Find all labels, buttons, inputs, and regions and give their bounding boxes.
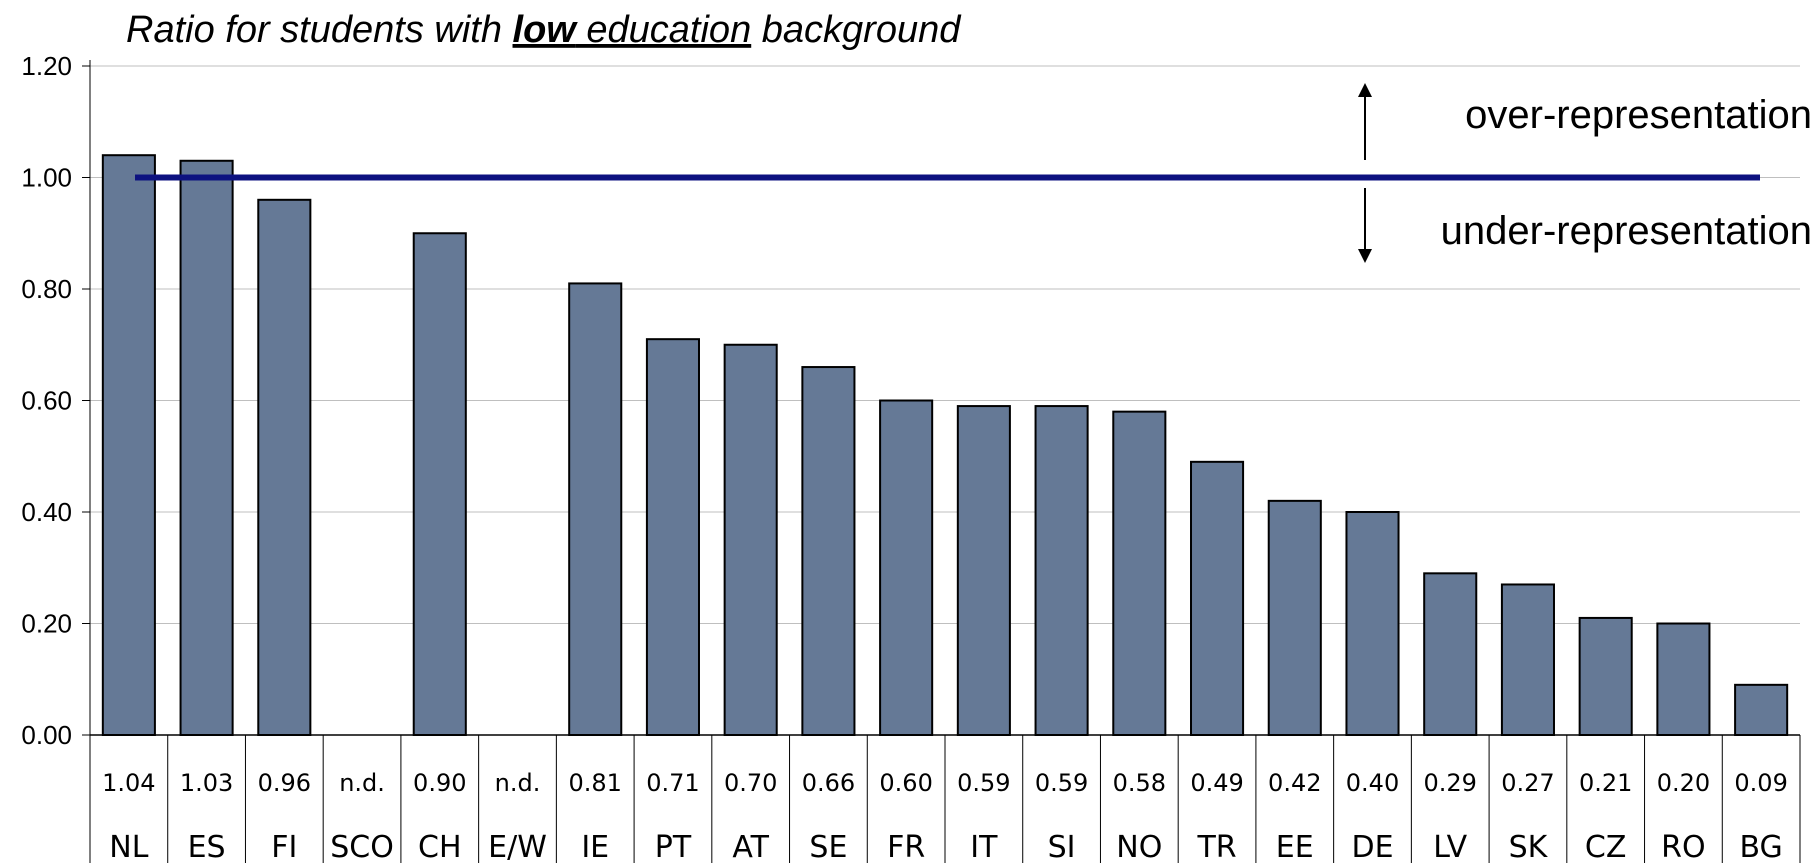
data-label: n.d. bbox=[495, 769, 541, 797]
bar bbox=[1034, 405, 1089, 736]
data-label: 0.21 bbox=[1579, 769, 1632, 797]
data-label: 0.20 bbox=[1657, 769, 1710, 797]
y-tick-label: 0.40 bbox=[21, 497, 72, 527]
bar bbox=[1734, 683, 1789, 737]
annotations: over-representation under-representation bbox=[1358, 83, 1812, 263]
bar bbox=[1112, 410, 1167, 736]
data-label: 0.27 bbox=[1501, 769, 1554, 797]
category-label: DE bbox=[1351, 830, 1393, 863]
category-label: NL bbox=[109, 830, 148, 863]
category-label: IE bbox=[581, 830, 609, 863]
bar bbox=[412, 232, 467, 736]
bar bbox=[1190, 460, 1245, 736]
bar bbox=[257, 198, 312, 737]
data-label: n.d. bbox=[339, 769, 385, 797]
bar bbox=[1500, 583, 1555, 736]
category-label: AT bbox=[732, 830, 769, 863]
chart-title: Ratio for students with low education ba… bbox=[126, 9, 962, 51]
bar bbox=[879, 399, 934, 736]
category-label: E/W bbox=[488, 830, 547, 863]
category-label: PT bbox=[655, 830, 692, 863]
y-tick-label: 0.80 bbox=[21, 274, 72, 304]
data-label: 0.49 bbox=[1190, 769, 1243, 797]
bar bbox=[1267, 499, 1322, 736]
bar bbox=[1345, 511, 1400, 736]
category-label: EE bbox=[1276, 830, 1314, 863]
category-label: SE bbox=[809, 830, 847, 863]
category-label: ES bbox=[188, 830, 226, 863]
category-label: SI bbox=[1048, 830, 1076, 863]
category-label: NO bbox=[1116, 830, 1162, 863]
data-label: 0.09 bbox=[1734, 769, 1787, 797]
bar bbox=[1656, 622, 1711, 736]
gridlines bbox=[90, 65, 1800, 624]
bar bbox=[723, 343, 778, 736]
bar bbox=[956, 405, 1011, 736]
y-tick-label: 0.60 bbox=[21, 386, 72, 416]
bar bbox=[568, 282, 623, 736]
up-arrow-icon bbox=[1358, 83, 1372, 97]
data-label: 0.29 bbox=[1424, 769, 1477, 797]
category-label: SK bbox=[1509, 830, 1549, 863]
y-tick-label: 0.20 bbox=[21, 609, 72, 639]
data-table: 1.04 NL 1.03 ES 0.96 FI n.d. SCO 0.90 CH n.d. E/W 0.… bbox=[102, 735, 1801, 863]
data-label: 1.03 bbox=[180, 769, 233, 797]
bar bbox=[645, 338, 700, 736]
data-label: 0.70 bbox=[724, 769, 777, 797]
title-underlined: education bbox=[576, 9, 751, 51]
data-label: 0.66 bbox=[802, 769, 855, 797]
data-label: 0.90 bbox=[413, 769, 466, 797]
category-label: CH bbox=[418, 830, 462, 863]
data-label: 0.58 bbox=[1113, 769, 1166, 797]
category-label: FI bbox=[271, 830, 297, 863]
bar bbox=[101, 154, 156, 736]
category-label: IT bbox=[970, 830, 998, 863]
over-representation-label: over-representation bbox=[1465, 93, 1812, 137]
under-representation-label: under-representation bbox=[1441, 209, 1812, 253]
bar bbox=[801, 366, 856, 736]
category-label: SCO bbox=[330, 830, 394, 863]
data-label: 1.04 bbox=[102, 769, 155, 797]
title-emphasis: low bbox=[513, 9, 579, 51]
data-label: 0.60 bbox=[879, 769, 932, 797]
data-label: 0.59 bbox=[1035, 769, 1088, 797]
category-label: LV bbox=[1433, 830, 1467, 863]
category-label: FR bbox=[887, 830, 925, 863]
category-label: BG bbox=[1739, 830, 1782, 863]
bars bbox=[101, 154, 1789, 737]
data-label: 0.59 bbox=[957, 769, 1010, 797]
y-tick-label: 1.00 bbox=[21, 163, 72, 193]
data-label: 0.81 bbox=[569, 769, 622, 797]
data-label: 0.96 bbox=[258, 769, 311, 797]
category-label: CZ bbox=[1585, 830, 1627, 863]
y-tick-label: 1.20 bbox=[21, 51, 72, 81]
bar bbox=[179, 159, 234, 736]
data-label: 0.40 bbox=[1346, 769, 1399, 797]
bar bbox=[1423, 572, 1478, 737]
category-label: RO bbox=[1661, 830, 1705, 863]
category-label: TR bbox=[1196, 830, 1236, 863]
y-tick-label: 0.00 bbox=[21, 720, 72, 750]
data-label: 0.42 bbox=[1268, 769, 1321, 797]
down-arrow-icon bbox=[1358, 249, 1372, 263]
bar bbox=[1578, 616, 1633, 736]
data-label: 0.71 bbox=[646, 769, 699, 797]
